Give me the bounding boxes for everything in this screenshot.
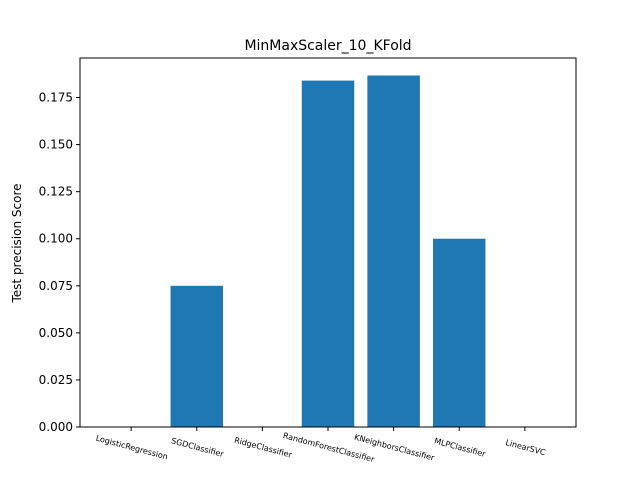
bar [367, 75, 420, 427]
bar [301, 80, 355, 427]
bar [170, 285, 224, 427]
y-tick-label: 0.125 [39, 185, 73, 199]
y-tick-label: 0.000 [39, 420, 73, 434]
chart-title: MinMaxScaler_10_KFold [244, 38, 411, 54]
y-tick-label: 0.075 [39, 279, 73, 293]
y-axis-label: Test precision Score [10, 183, 24, 303]
plot-frame [79, 57, 577, 428]
y-tick-label: 0.025 [39, 373, 73, 387]
y-tick-label: 0.100 [39, 232, 73, 246]
y-axis: 0.000 0.025 0.050 0.075 0.100 0.125 0.150 0.175 [39, 91, 80, 434]
y-tick-label: 0.050 [39, 326, 73, 340]
bar [432, 238, 486, 427]
y-tick-label: 0.175 [39, 91, 73, 105]
bars-group [170, 75, 486, 427]
y-tick-label: 0.150 [39, 138, 73, 152]
